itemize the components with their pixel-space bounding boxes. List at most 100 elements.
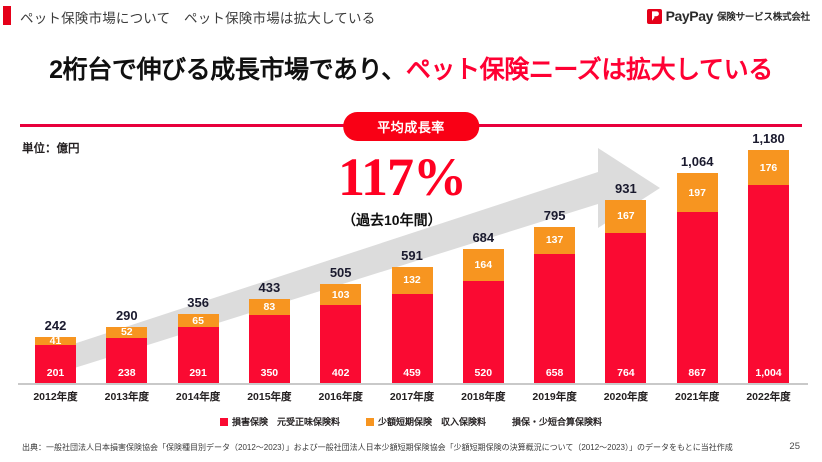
bar-segment-songai: 238: [106, 337, 148, 385]
bar-segment-shougaku: 41: [35, 334, 76, 347]
bar-segment-label: 1,004: [755, 366, 782, 379]
x-axis-label: 2012年度: [33, 391, 78, 403]
bar-segment-songai: 201: [35, 344, 76, 385]
legend-item: 損保・少短合算保険料: [512, 415, 602, 428]
bar-segment-songai: 459: [391, 293, 433, 385]
paypay-logo: PayPay 保険サービス株式会社: [646, 8, 810, 24]
kpi-value: 117%: [338, 147, 467, 207]
bar-segment-label: 176: [759, 161, 778, 174]
bar-segment-songai: 350: [248, 315, 290, 385]
bar-column: 591 132 459: [391, 248, 433, 385]
bar-segment-label: 402: [331, 366, 350, 379]
bar-column: 242 41 201: [35, 318, 76, 385]
chart-x-axis-labels: 2012年度 2013年度 2014年度 2015年度 2016年度 2017年度 2018…: [0, 389, 822, 405]
bar-segment-label: 41: [49, 334, 62, 347]
bar-segment-songai: 402: [320, 304, 362, 385]
chart-plot-area: 242 41 201 290 52 238 356 65 291 433 83 350 505 103 40…: [0, 130, 822, 385]
bar-segment-label: 52: [120, 326, 133, 339]
x-axis-label: 2015年度: [247, 391, 292, 403]
bar-total-label: 505: [329, 265, 352, 281]
unit-label: 単位：億円: [22, 143, 80, 155]
bar-segment-label: 520: [474, 366, 493, 379]
bar-column: 684 164 520: [462, 230, 504, 385]
bar-total-label: 356: [187, 295, 209, 311]
bar-segment-label: 291: [189, 367, 207, 379]
bar-total-label: 1,064: [680, 154, 714, 170]
x-axis-label: 2021年度: [675, 391, 720, 403]
source-footnote: 出典：一般社団法人日本損害保険協会「保険種目別データ（2012〜2023）」およ…: [22, 443, 733, 452]
paypay-wordmark: PayPay: [665, 8, 714, 24]
bar-segment-shougaku: 132: [391, 267, 433, 294]
x-axis-label: 2022年度: [746, 391, 791, 403]
legend-item: 少額短期保険 収入保険料: [365, 415, 486, 428]
x-axis-label: 2013年度: [104, 391, 149, 403]
bar-segment-label: 764: [617, 366, 635, 379]
bar-segment-songai: 658: [534, 253, 576, 385]
bar-segment-label: 350: [260, 367, 279, 379]
header-title: ペット保険市場について ペット保険市場は拡大している: [20, 11, 376, 26]
bar-segment-shougaku: 103: [320, 284, 362, 305]
bar-segment-shougaku: 65: [177, 314, 219, 328]
bar-segment-label: 459: [403, 367, 421, 379]
bar-segment-label: 201: [46, 366, 65, 379]
bar-total-label: 795: [543, 207, 566, 223]
x-axis-label: 2016年度: [318, 391, 363, 403]
bar-segment-shougaku: 52: [106, 326, 148, 339]
bar-segment-label: 867: [688, 366, 706, 379]
bar-segment-label: 137: [545, 234, 564, 247]
bar-column: 290 52 238: [106, 308, 148, 385]
bar-column: 795 137 658: [534, 208, 576, 385]
bar-column: 433 83 350: [248, 280, 290, 385]
bar-segment-songai: 291: [177, 327, 219, 385]
headline-part-red: ペット保険ニーズは拡大している: [405, 56, 773, 84]
legend-swatch-icon: [365, 417, 374, 426]
bar-total-label: 290: [115, 308, 138, 324]
bar-total-label: 242: [44, 317, 67, 333]
bar-total-label: 1,180: [752, 131, 785, 146]
bar-column: 931 167 764: [605, 181, 647, 385]
page-title: 2桁台で伸びる成長市場であり、ペット保険ニーズは拡大している: [0, 50, 822, 86]
bar-segment-shougaku: 83: [248, 298, 290, 316]
x-axis-label: 2014年度: [175, 391, 221, 403]
x-axis-label: 2020年度: [603, 391, 649, 403]
bar-segment-label: 132: [403, 274, 421, 287]
x-axis-label: 2017年度: [389, 391, 435, 403]
bar-column: 1,064 197 867: [676, 154, 718, 385]
bar-segment-songai: 764: [605, 232, 647, 385]
headline-part-black: 2桁台で伸びる成長市場であり、: [49, 56, 406, 84]
kpi-note: （過去10年間）: [342, 212, 442, 228]
bar-segment-shougaku: 176: [748, 150, 789, 186]
bar-segment-label: 238: [118, 366, 136, 379]
bar-segment-songai: 1,004: [748, 185, 789, 385]
chart-axis-line: [18, 383, 808, 385]
bar-segment-label: 103: [331, 288, 350, 301]
legend-swatch-icon: [219, 417, 228, 426]
bar-segment-songai: 867: [676, 212, 718, 385]
legend-label: 損保・少短合算保険料: [512, 417, 603, 427]
bar-segment-shougaku: 197: [676, 173, 718, 213]
bar-segment-label: 83: [263, 301, 276, 314]
header-accent-bar: [3, 6, 11, 25]
bar-segment-label: 167: [617, 210, 635, 223]
chart-legend: 損害保険 元受正味保険料 少額短期保険 収入保険料 損保・少短合算保険料: [0, 415, 822, 428]
bar-segment-label: 65: [192, 314, 204, 327]
bar-segment-shougaku: 137: [534, 226, 576, 254]
slide-header: ペット保険市場について ペット保険市場は拡大している PayPay 保険サービス…: [0, 0, 822, 32]
paypay-logo-icon: [646, 8, 662, 24]
legend-label: 少額短期保険 収入保険料: [377, 417, 486, 427]
legend-label: 損害保険 元受正味保険料: [231, 417, 340, 427]
bar-total-label: 591: [401, 248, 423, 264]
page-number: 25: [789, 441, 800, 452]
bar-total-label: 433: [258, 279, 281, 295]
paypay-logo-subtitle: 保険サービス株式会社: [716, 12, 810, 23]
legend-item: 損害保険 元受正味保険料: [219, 415, 340, 428]
bar-total-label: 931: [615, 180, 637, 196]
average-growth-badge: 平均成長率: [343, 112, 479, 141]
x-axis-label: 2018年度: [461, 391, 506, 403]
x-axis-label: 2019年度: [532, 391, 577, 403]
bar-total-label: 684: [472, 229, 495, 245]
bar-column: 356 65 291: [177, 295, 219, 385]
bar-segment-label: 658: [545, 367, 564, 379]
market-size-stacked-bar-chart: 242 41 201 290 52 238 356 65 291 433 83 350 505 103 40…: [0, 130, 822, 385]
bar-segment-shougaku: 167: [605, 199, 647, 233]
